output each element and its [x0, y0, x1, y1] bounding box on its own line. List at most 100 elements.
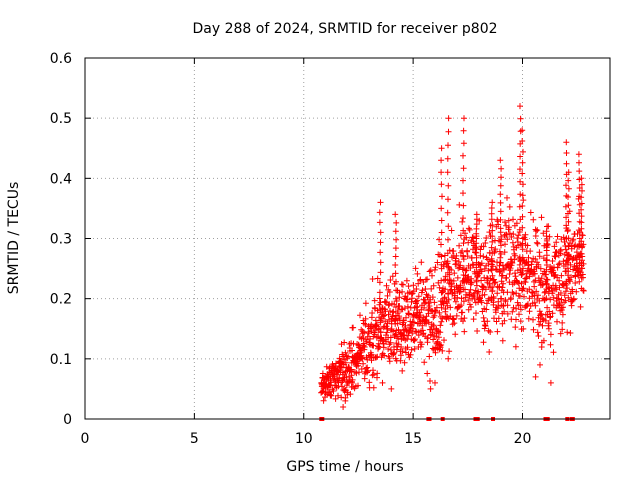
- data-point: [387, 334, 394, 341]
- data-point: [520, 325, 527, 332]
- peak-point: [497, 268, 504, 274]
- data-point: [538, 275, 545, 282]
- data-point: [451, 320, 458, 327]
- data-point: [554, 318, 560, 325]
- data-point: [461, 315, 468, 322]
- data-point: [490, 301, 497, 308]
- data-point: [477, 246, 484, 253]
- data-point: [335, 392, 341, 399]
- peak-point: [489, 238, 496, 245]
- peak-point: [392, 228, 399, 235]
- data-point: [448, 227, 455, 234]
- data-point: [430, 282, 437, 289]
- data-point: [482, 322, 488, 329]
- data-point: [460, 298, 467, 305]
- peak-point: [444, 155, 451, 162]
- peak-point: [392, 211, 399, 218]
- data-point: [556, 260, 563, 267]
- data-point: [387, 346, 394, 353]
- data-point: [533, 239, 540, 246]
- data-point: [547, 331, 554, 338]
- data-point: [401, 332, 408, 338]
- data-point: [437, 329, 444, 336]
- data-point: [460, 318, 466, 325]
- data-point: [320, 397, 327, 404]
- data-point: [339, 383, 345, 390]
- data-point: [517, 293, 523, 300]
- data-point: [577, 303, 584, 310]
- data-point: [557, 290, 564, 296]
- data-point: [349, 376, 356, 383]
- data-point: [561, 239, 568, 245]
- peak-point: [576, 243, 582, 250]
- data-point: [484, 318, 491, 325]
- peak-point: [519, 257, 526, 264]
- data-point: [361, 344, 368, 350]
- peak-point: [519, 203, 526, 209]
- peak-point: [544, 223, 550, 230]
- data-point: [480, 253, 487, 260]
- data-point: [453, 252, 460, 259]
- data-point: [365, 328, 372, 335]
- peak-point: [376, 209, 383, 216]
- data-point: [376, 325, 383, 332]
- peak-point: [517, 178, 524, 185]
- outlier-point: [427, 385, 434, 392]
- data-point: [580, 241, 587, 248]
- data-point: [470, 262, 477, 269]
- peak-point: [563, 214, 570, 221]
- data-point: [389, 273, 396, 280]
- peak-point: [565, 202, 572, 209]
- data-point: [580, 287, 587, 294]
- data-point: [536, 297, 543, 304]
- data-point: [513, 316, 519, 323]
- data-point: [456, 242, 463, 249]
- peak-point: [376, 289, 383, 296]
- peak-point: [578, 238, 585, 245]
- data-point: [445, 355, 452, 362]
- data-point: [396, 289, 403, 296]
- data-point: [547, 341, 554, 348]
- peak-point: [519, 170, 526, 177]
- peak-point: [517, 191, 524, 198]
- y-tick-label: 0.2: [50, 292, 72, 308]
- data-point: [332, 395, 339, 402]
- peak-point: [519, 268, 526, 274]
- data-point: [558, 307, 565, 313]
- data-point: [551, 253, 558, 260]
- data-point: [400, 281, 406, 288]
- data-point: [494, 328, 501, 335]
- peak-point: [489, 199, 496, 206]
- data-point: [413, 304, 420, 311]
- data-point: [361, 329, 368, 336]
- peak-point: [488, 255, 495, 262]
- data-point: [328, 392, 335, 399]
- peak-point: [519, 138, 526, 144]
- peak-point: [445, 182, 452, 189]
- data-point: [436, 284, 443, 291]
- peak-point: [438, 145, 445, 152]
- data-point: [452, 298, 459, 305]
- peak-point: [564, 227, 571, 233]
- data-point: [506, 230, 513, 237]
- data-point: [381, 352, 388, 359]
- data-point: [543, 295, 550, 302]
- data-point: [404, 303, 411, 310]
- peak-point: [460, 140, 467, 147]
- data-point: [555, 261, 562, 268]
- peak-point: [498, 242, 504, 249]
- data-point: [522, 231, 529, 238]
- data-point: [442, 306, 449, 312]
- data-point: [467, 265, 474, 271]
- data-point: [475, 288, 482, 295]
- data-point: [374, 370, 381, 377]
- data-point: [550, 349, 557, 356]
- peak-point: [565, 268, 572, 275]
- data-point: [561, 292, 568, 299]
- data-point: [504, 302, 511, 309]
- data-point: [355, 382, 361, 389]
- peak-point: [578, 206, 585, 213]
- peak-point: [377, 229, 384, 236]
- data-point: [517, 306, 524, 313]
